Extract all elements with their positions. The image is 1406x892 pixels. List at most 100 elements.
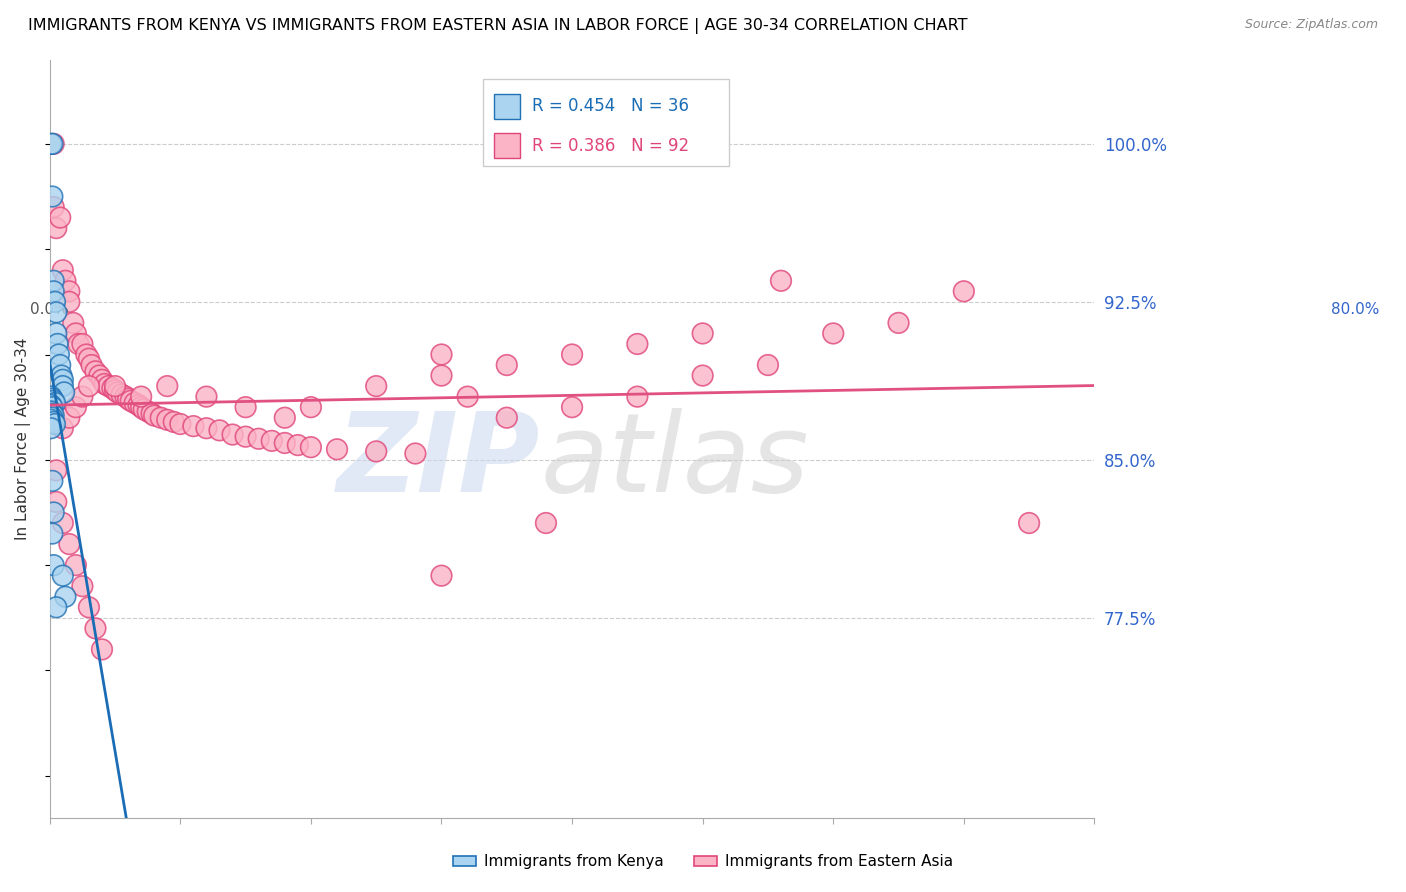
Text: 80.0%: 80.0% xyxy=(1331,302,1379,318)
Point xyxy=(91,642,114,657)
Point xyxy=(692,326,714,341)
Point xyxy=(163,415,186,429)
Point xyxy=(235,400,257,414)
Point xyxy=(326,442,349,457)
Point xyxy=(72,337,94,351)
Point xyxy=(457,390,479,404)
Point xyxy=(75,347,97,361)
Point xyxy=(41,189,63,203)
Point xyxy=(366,444,388,458)
Point xyxy=(39,390,62,404)
Point xyxy=(65,400,87,414)
Point xyxy=(823,326,845,341)
Y-axis label: In Labor Force | Age 30-34: In Labor Force | Age 30-34 xyxy=(15,337,31,540)
Point xyxy=(39,136,62,151)
Point xyxy=(299,400,322,414)
Point xyxy=(156,413,179,427)
Point xyxy=(156,379,179,393)
Point xyxy=(128,398,150,412)
Point xyxy=(97,379,120,393)
Point xyxy=(887,316,910,330)
Point xyxy=(39,421,62,435)
Point xyxy=(44,294,66,309)
Point xyxy=(287,438,309,452)
Point xyxy=(953,285,976,299)
Point xyxy=(366,379,388,393)
Point xyxy=(495,410,517,425)
Point xyxy=(41,526,63,541)
Point xyxy=(77,600,100,615)
Text: IMMIGRANTS FROM KENYA VS IMMIGRANTS FROM EASTERN ASIA IN LABOR FORCE | AGE 30-34: IMMIGRANTS FROM KENYA VS IMMIGRANTS FROM… xyxy=(28,18,967,34)
Point xyxy=(42,200,65,214)
Point xyxy=(195,390,218,404)
Point xyxy=(495,358,517,372)
Point xyxy=(42,393,65,408)
Point xyxy=(120,393,142,408)
Point xyxy=(41,410,63,425)
Point xyxy=(62,316,84,330)
Point xyxy=(41,407,63,421)
Point xyxy=(274,436,297,450)
Point xyxy=(77,351,100,366)
Point xyxy=(45,600,67,615)
Point xyxy=(72,579,94,593)
Point xyxy=(51,368,73,383)
Point xyxy=(42,409,65,423)
Point xyxy=(49,358,72,372)
Point xyxy=(124,396,146,410)
Point xyxy=(39,413,62,427)
Point xyxy=(692,368,714,383)
Point xyxy=(430,568,453,582)
Point xyxy=(58,294,80,309)
Point xyxy=(114,390,136,404)
Point xyxy=(91,373,114,387)
Point xyxy=(208,423,231,437)
Point xyxy=(104,379,127,393)
Point xyxy=(132,402,155,417)
Point xyxy=(52,373,75,387)
Point xyxy=(77,379,100,393)
Point xyxy=(149,410,172,425)
Text: Source: ZipAtlas.com: Source: ZipAtlas.com xyxy=(1244,18,1378,31)
Point xyxy=(53,385,76,400)
Point xyxy=(143,409,166,423)
Point xyxy=(41,400,63,414)
Point xyxy=(55,274,77,288)
Point xyxy=(41,392,63,406)
Point xyxy=(49,211,72,225)
Point xyxy=(42,136,65,151)
Point xyxy=(58,537,80,551)
Point xyxy=(65,558,87,573)
Point xyxy=(45,463,67,477)
Point xyxy=(45,305,67,319)
Point xyxy=(44,396,66,410)
Point xyxy=(129,400,152,414)
Point xyxy=(129,390,152,404)
Point xyxy=(169,417,191,431)
Point xyxy=(104,384,127,398)
Point xyxy=(42,285,65,299)
Text: 0.0%: 0.0% xyxy=(31,302,69,318)
Point xyxy=(1018,516,1040,530)
Point xyxy=(430,347,453,361)
Text: R = 0.386   N = 92: R = 0.386 N = 92 xyxy=(533,136,689,154)
Point xyxy=(430,368,453,383)
Point xyxy=(41,136,63,151)
Point xyxy=(756,358,779,372)
Legend: Immigrants from Kenya, Immigrants from Eastern Asia: Immigrants from Kenya, Immigrants from E… xyxy=(447,848,959,875)
Point xyxy=(136,404,159,418)
Point xyxy=(84,621,107,635)
Point xyxy=(42,506,65,520)
Point xyxy=(561,400,583,414)
Point xyxy=(45,495,67,509)
Point xyxy=(235,430,257,444)
Point xyxy=(404,446,426,460)
Point xyxy=(80,358,103,372)
FancyBboxPatch shape xyxy=(484,78,728,166)
Point xyxy=(48,347,70,361)
Point xyxy=(561,347,583,361)
Point xyxy=(52,516,75,530)
Point xyxy=(45,221,67,235)
Point xyxy=(183,419,205,434)
Point xyxy=(274,410,297,425)
